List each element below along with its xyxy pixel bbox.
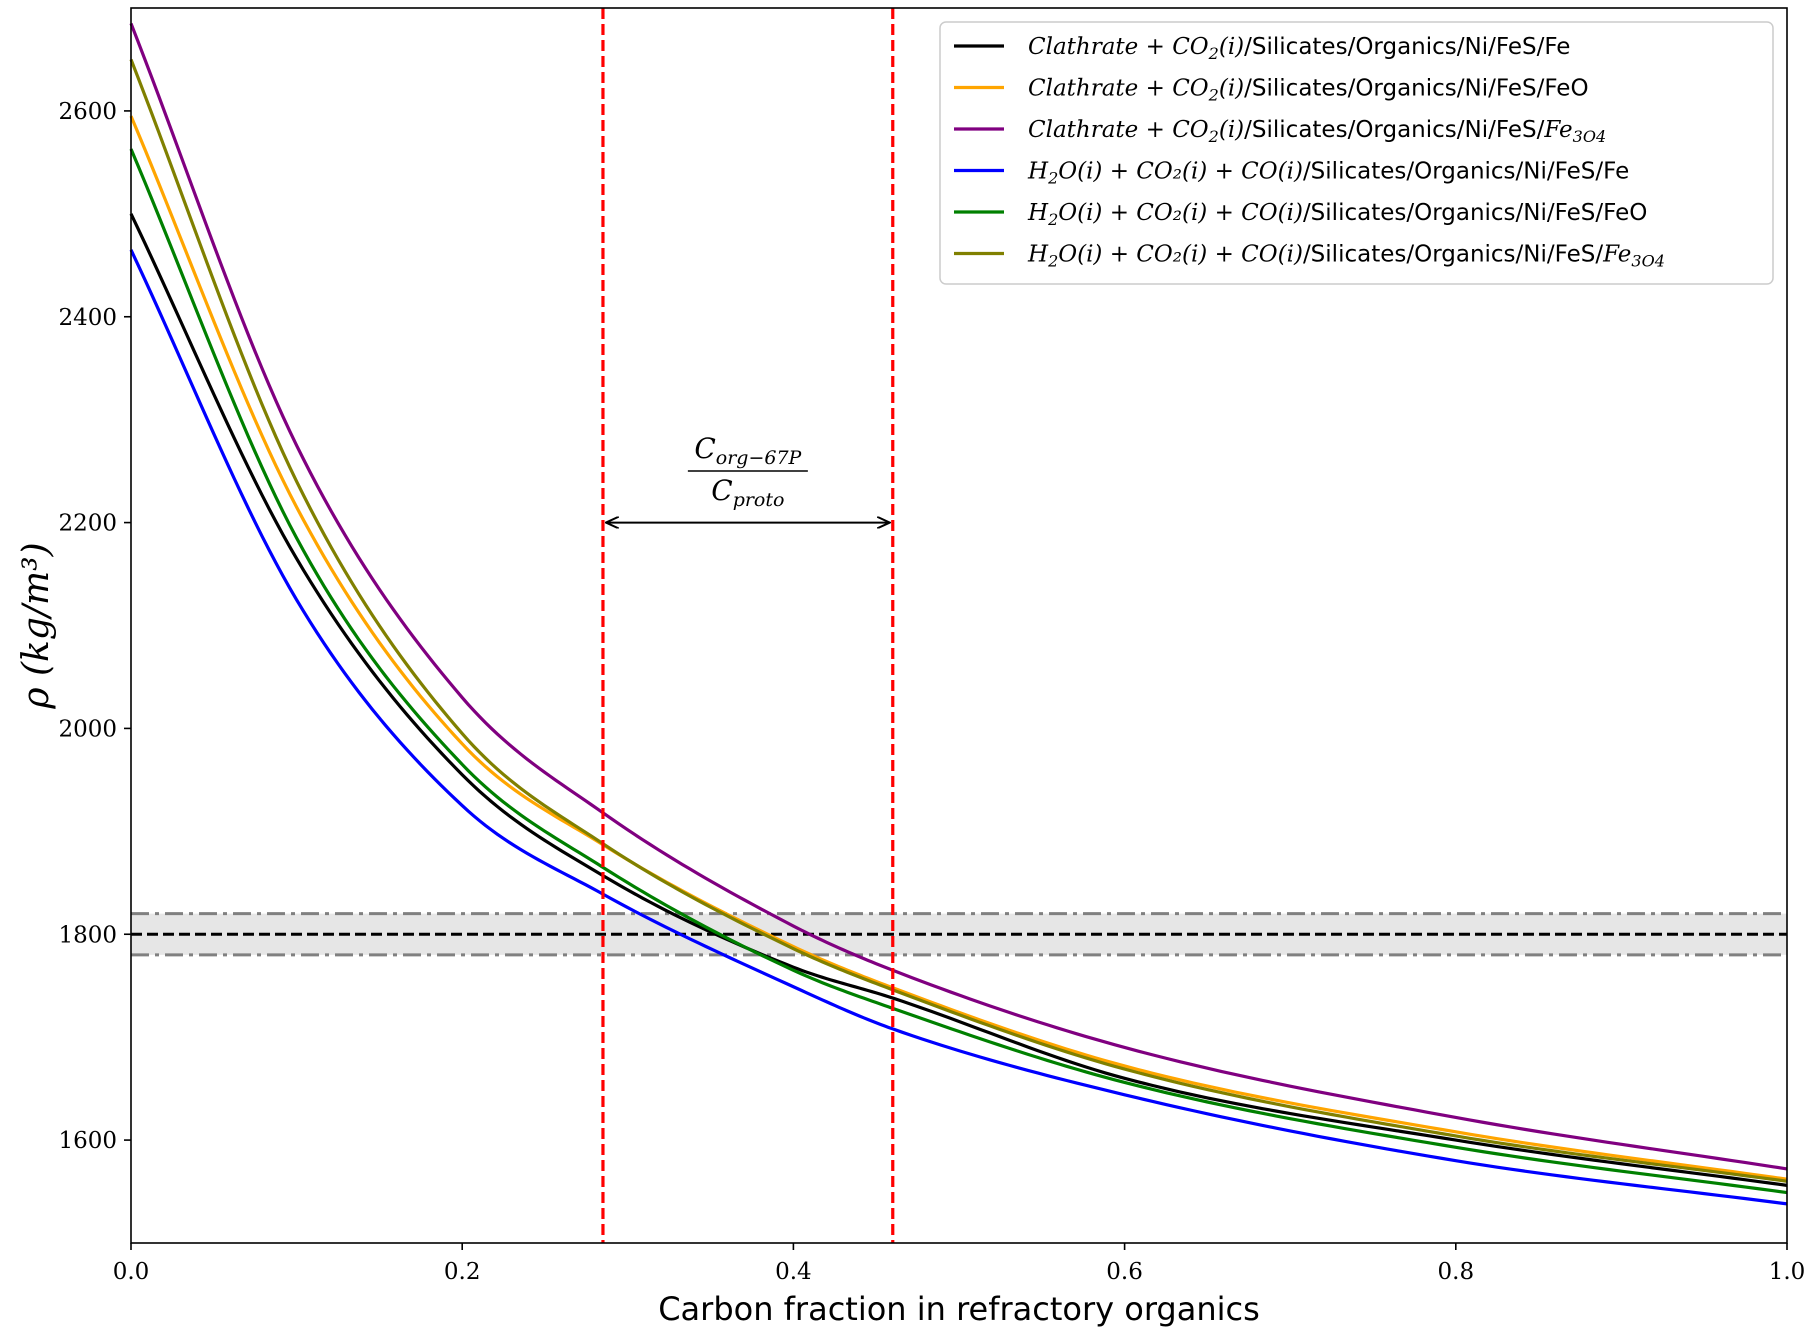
y-axis-ticks: 1600 1800 2000 2200 2400 2600 [58,99,131,1154]
legend-label-3: Clathrate + CO2(i)/Silicates/Organics/Ni… [1028,117,1606,146]
x-axis-label: Carbon fraction in refractory organics [658,1290,1260,1328]
legend-label-4: H2O(i) + CO₂(i) + CO(i)/Silicates/Organi… [1027,159,1629,188]
y-axis-label: ρ (kg/m³) [16,542,57,709]
legend-label-5: H2O(i) + CO₂(i) + CO(i)/Silicates/Organi… [1027,200,1647,229]
y-tick-label: 2000 [58,716,117,742]
series-lines [129,22,1788,1206]
x-tick-label: 0.8 [1438,1259,1475,1285]
series-line-3 [129,22,1788,1171]
x-tick-label: 1.0 [1769,1259,1805,1285]
annotation-numerator: Corg−67P [694,432,802,469]
x-tick-label: 0.0 [113,1259,150,1285]
legend-label-1: Clathrate + CO2(i)/Silicates/Organics/Ni… [1028,34,1570,63]
carbon-range-lines [601,8,895,1243]
annotation-denominator: Cproto [711,474,784,511]
series-line-6 [129,58,1788,1183]
legend-box [939,21,1774,285]
series-line-2 [129,115,1788,1181]
plot-frame [130,7,1788,1244]
y-tick-label: 2200 [58,511,117,537]
y-tick-label: 1800 [58,922,117,948]
x-tick-label: 0.2 [444,1259,481,1285]
x-tick-label: 0.4 [775,1259,812,1285]
density-reference-band [131,912,1787,957]
series-line-1 [129,213,1788,1187]
y-tick-label: 1600 [58,1128,117,1154]
y-tick-label: 2400 [58,305,117,331]
x-axis-ticks: 0.0 0.2 0.4 0.6 0.8 1.0 [113,1243,1805,1285]
carbon-ratio-annotation: Corg−67P Cproto [606,432,890,523]
legend: Clathrate + CO2(i)/Silicates/Organics/Ni… [939,21,1774,285]
legend-label-6: H2O(i) + CO₂(i) + CO(i)/Silicates/Organi… [1027,242,1665,271]
series-line-5 [129,148,1788,1195]
x-tick-label: 0.6 [1106,1259,1143,1285]
legend-label-2: Clathrate + CO2(i)/Silicates/Organics/Ni… [1028,76,1589,105]
y-tick-label: 2600 [58,99,117,125]
series-line-4 [129,249,1788,1206]
